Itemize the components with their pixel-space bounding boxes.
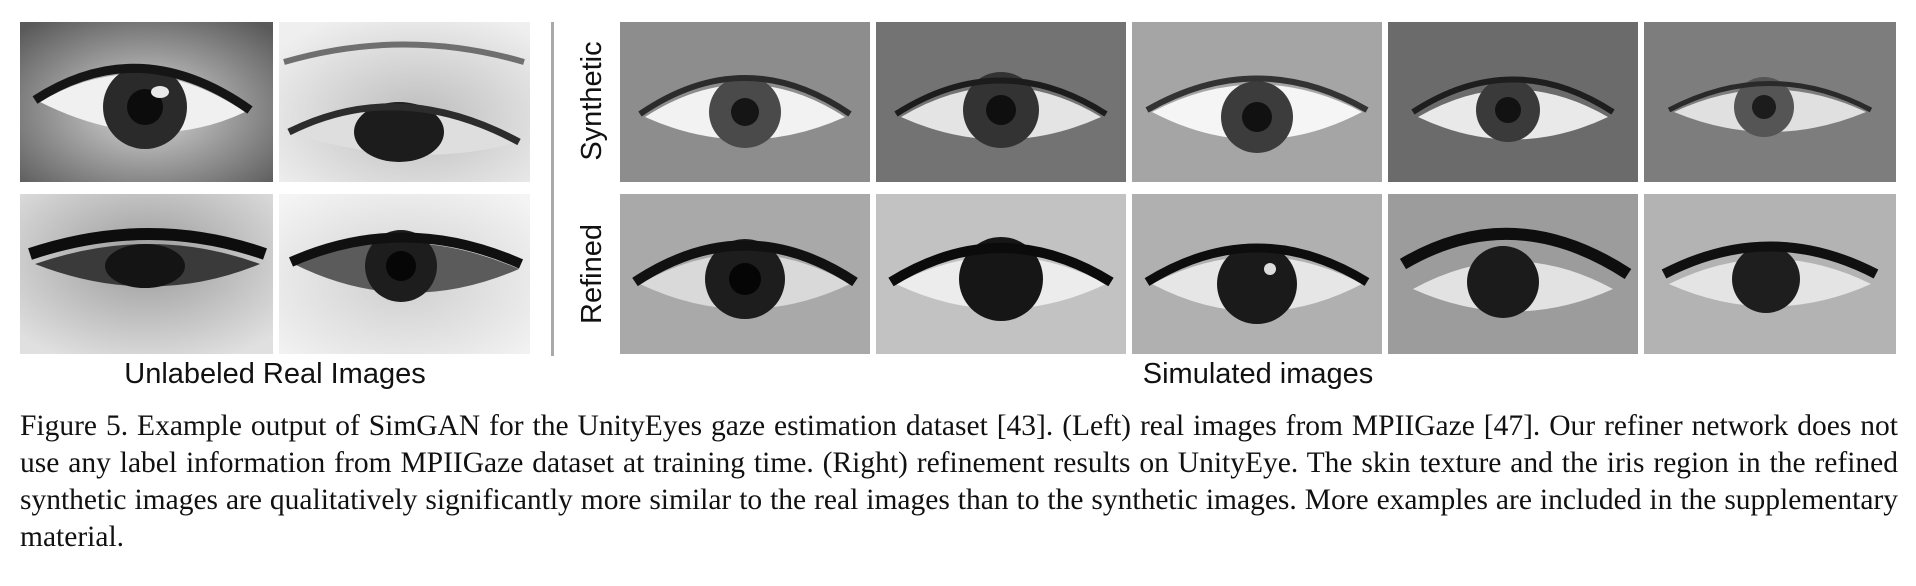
synthetic-eye-image-3 [1132, 22, 1382, 182]
real-eye-image-2 [279, 22, 530, 182]
eye-image-icon [279, 22, 530, 182]
refined-eye-image-4 [1388, 194, 1638, 354]
refined-row-label: Refined [576, 224, 608, 324]
synthetic-eye-image-4 [1388, 22, 1638, 182]
eye-image-icon [876, 22, 1126, 182]
refined-eye-image-2 [876, 194, 1126, 354]
panel-divider [551, 22, 554, 356]
eye-image-icon [1644, 22, 1896, 182]
eye-image-icon [1388, 22, 1638, 182]
simulated-images-label: Simulated images [1142, 358, 1374, 390]
refined-eye-image-5 [1644, 194, 1896, 354]
synthetic-row-label: Synthetic [576, 41, 608, 161]
real-eye-image-4 [279, 194, 530, 354]
eye-image-icon [20, 22, 273, 182]
synthetic-eye-image-2 [876, 22, 1126, 182]
eye-image-icon [20, 194, 273, 354]
synthetic-eye-image-5 [1644, 22, 1896, 182]
refined-eye-image-1 [620, 194, 870, 354]
eye-image-icon [1132, 22, 1382, 182]
real-eye-image-1 [20, 22, 273, 182]
unlabeled-real-images-label: Unlabeled Real Images [124, 358, 426, 390]
eye-image-icon [1132, 194, 1382, 354]
synthetic-eye-image-1 [620, 22, 870, 182]
eye-image-icon [876, 194, 1126, 354]
real-eye-image-3 [20, 194, 273, 354]
eye-image-icon [279, 194, 530, 354]
eye-image-icon [620, 194, 870, 354]
eye-image-icon [620, 22, 870, 182]
refined-eye-image-3 [1132, 194, 1382, 354]
eye-image-icon [1388, 194, 1638, 354]
figure-caption: Figure 5. Example output of SimGAN for t… [20, 410, 1898, 553]
eye-image-icon [1644, 194, 1896, 354]
